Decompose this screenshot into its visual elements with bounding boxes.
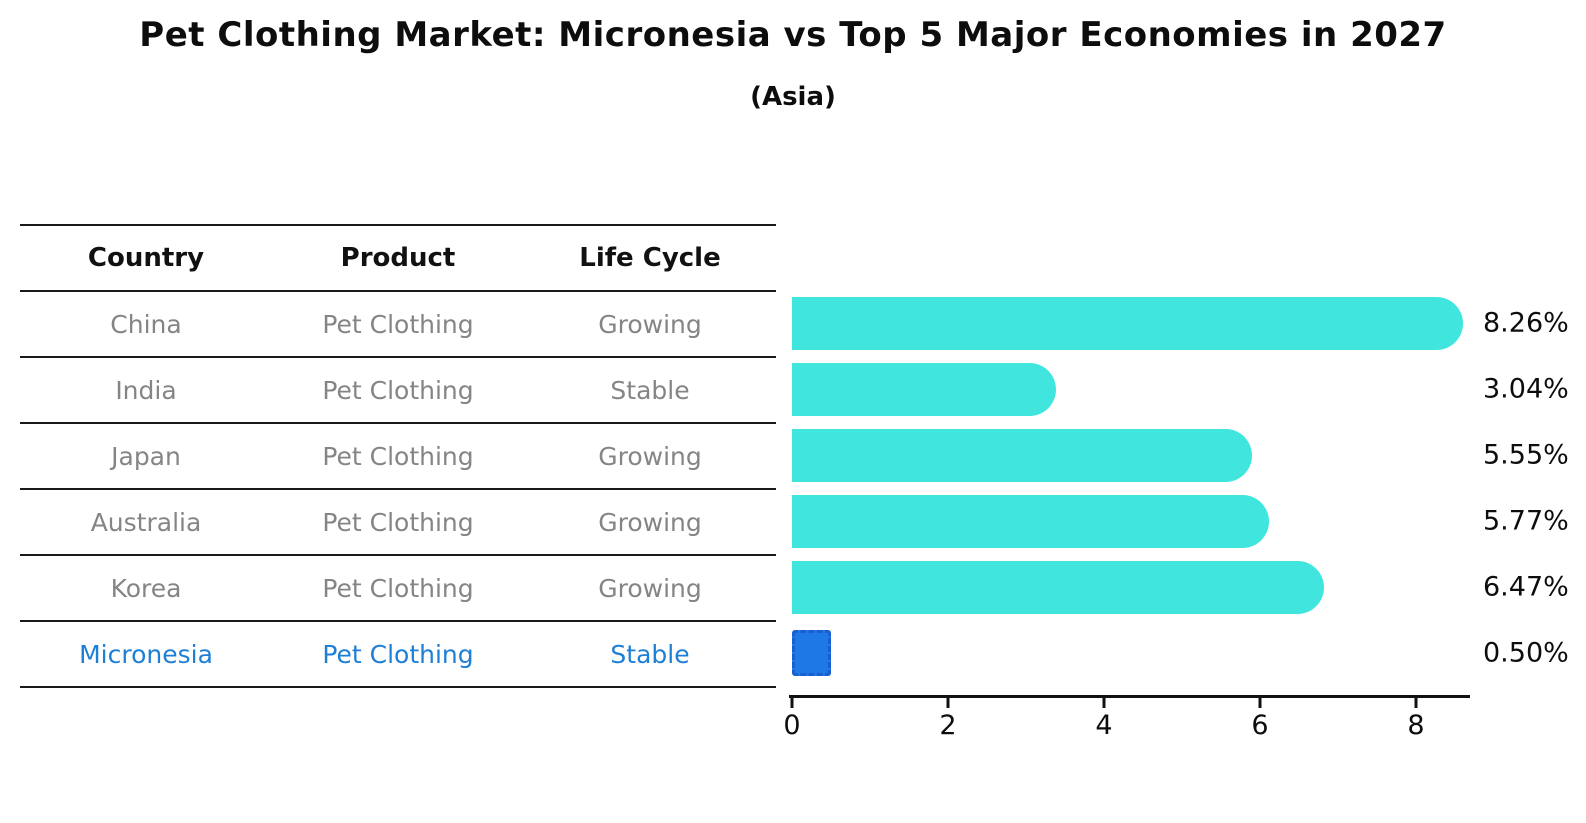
table-row: Australia Pet Clothing Growing: [20, 490, 776, 556]
bar-value-label: 5.77%: [1483, 505, 1569, 537]
cell-product: Pet Clothing: [322, 639, 474, 669]
cell-product: Pet Clothing: [322, 573, 474, 603]
chart-title: Pet Clothing Market: Micronesia vs Top 5…: [139, 15, 1447, 55]
cell-life-cycle: Growing: [598, 507, 702, 537]
table-row: China Pet Clothing Growing: [20, 292, 776, 358]
cell-life-cycle: Stable: [610, 639, 690, 669]
cell-life-cycle: Growing: [598, 441, 702, 471]
cell-life-cycle: Growing: [598, 309, 702, 339]
bar-korea: [792, 560, 1324, 614]
column-header-life-cycle: Life Cycle: [579, 243, 721, 273]
table-row: Korea Pet Clothing Growing: [20, 556, 776, 622]
x-tick: [1258, 698, 1262, 708]
table-row: India Pet Clothing Stable: [20, 358, 776, 424]
bar-value-label: 5.55%: [1483, 439, 1569, 471]
cell-life-cycle: Growing: [598, 573, 702, 603]
x-tick-label: 2: [939, 710, 957, 741]
country-table: Country Product Life Cycle China Pet Clo…: [20, 224, 776, 688]
x-tick-label: 4: [1095, 710, 1113, 741]
bar-india: [792, 362, 1057, 416]
bar-value-label: 0.50%: [1483, 637, 1569, 669]
cell-product: Pet Clothing: [322, 507, 474, 537]
cell-country: Australia: [90, 507, 202, 537]
cell-country: Micronesia: [79, 639, 213, 669]
chart-subtitle: (Asia): [750, 82, 836, 112]
x-tick: [1102, 698, 1106, 708]
x-tick-label: 8: [1407, 710, 1425, 741]
column-header-country: Country: [87, 243, 205, 273]
bar-micronesia: [792, 630, 831, 676]
bar-china: [792, 296, 1464, 350]
bar-japan: [792, 428, 1252, 482]
table-header-row: Country Product Life Cycle: [20, 226, 776, 292]
bar-australia: [792, 494, 1270, 548]
table-row: Japan Pet Clothing Growing: [20, 424, 776, 490]
cell-country: China: [110, 309, 182, 339]
x-tick-label: 0: [783, 710, 801, 741]
cell-life-cycle: Stable: [610, 375, 690, 405]
cell-country: Korea: [110, 573, 182, 603]
cell-country: India: [115, 375, 177, 405]
bar-value-label: 6.47%: [1483, 571, 1569, 603]
cell-product: Pet Clothing: [322, 375, 474, 405]
cell-product: Pet Clothing: [322, 309, 474, 339]
bar-value-label: 3.04%: [1483, 373, 1569, 405]
cell-country: Japan: [111, 441, 181, 471]
x-tick-label: 6: [1251, 710, 1269, 741]
column-header-product: Product: [340, 243, 456, 273]
x-tick: [946, 698, 950, 708]
x-tick: [1414, 698, 1418, 708]
x-tick: [790, 698, 794, 708]
cell-product: Pet Clothing: [322, 441, 474, 471]
x-axis-line: [789, 695, 1470, 698]
table-row: Micronesia Pet Clothing Stable: [20, 622, 776, 688]
bar-value-label: 8.26%: [1483, 307, 1569, 339]
